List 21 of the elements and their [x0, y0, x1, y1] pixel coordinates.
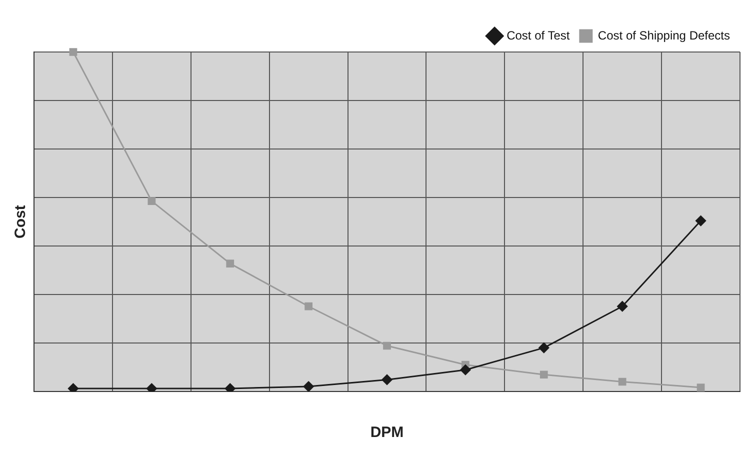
point — [382, 374, 392, 385]
y-axis-title: Cost — [12, 205, 30, 238]
x-axis-title: DPM — [370, 424, 404, 442]
point — [383, 342, 391, 350]
point — [148, 197, 156, 206]
point — [460, 364, 471, 376]
point — [618, 378, 626, 386]
legend-label: Cost of Shipping Defects — [598, 28, 730, 42]
point — [538, 342, 550, 354]
point — [146, 383, 157, 392]
point — [224, 383, 236, 392]
point — [540, 370, 548, 379]
legend-label: Cost of Test — [506, 28, 570, 42]
point — [226, 260, 234, 268]
point — [696, 216, 706, 226]
point — [304, 302, 312, 310]
point — [303, 381, 314, 392]
point — [696, 384, 705, 392]
point — [68, 383, 78, 392]
point — [617, 301, 628, 312]
point — [69, 48, 78, 56]
